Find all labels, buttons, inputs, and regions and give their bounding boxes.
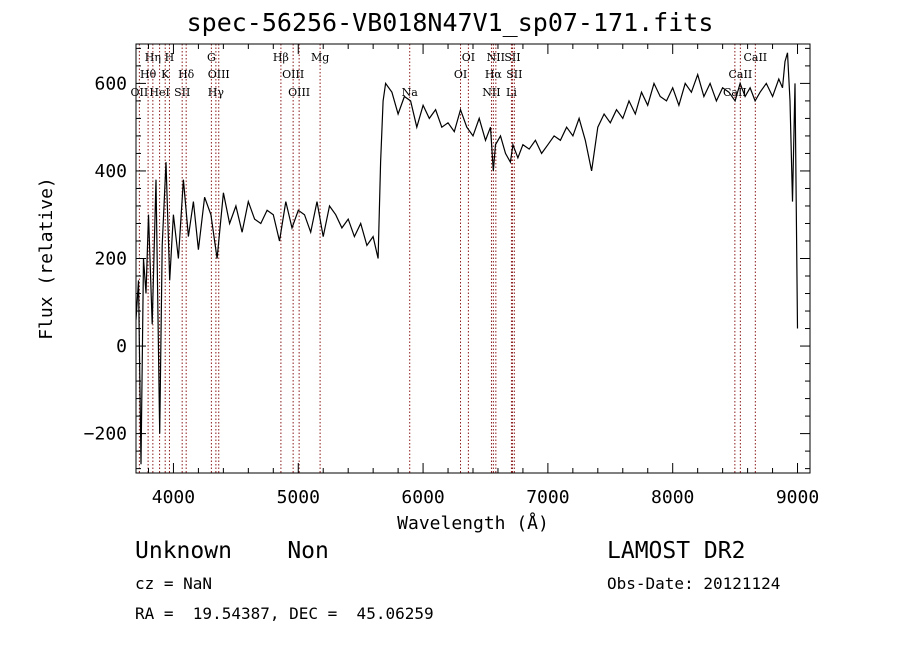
spectral-line-label: SII xyxy=(506,68,522,81)
spectral-line-label: OIII xyxy=(208,68,230,81)
y-tick-label: 0 xyxy=(116,336,127,357)
spectral-line-label: Mg xyxy=(311,51,329,64)
spectral-line-label: OII xyxy=(131,86,149,99)
spectral-line-label: G xyxy=(207,51,216,64)
x-tick-label: 5000 xyxy=(277,487,320,508)
x-tick-label: 7000 xyxy=(526,487,569,508)
classification-label: Unknown Non xyxy=(135,538,329,564)
spectral-line-label: CaII xyxy=(723,86,747,99)
spectral-line-label: Hθ xyxy=(140,68,157,81)
spectral-line-label: OIII xyxy=(282,68,304,81)
y-axis-label: Flux (relative) xyxy=(36,177,57,340)
x-tick-label: 9000 xyxy=(776,487,819,508)
spectral-line-label: Hδ xyxy=(178,68,195,81)
x-tick-label: 8000 xyxy=(651,487,694,508)
spectral-line-label: SII xyxy=(504,51,520,64)
x-tick-label: 4000 xyxy=(152,487,195,508)
spectral-line-label: OI xyxy=(462,51,475,64)
y-tick-label: 400 xyxy=(94,161,127,182)
x-tick-label: 6000 xyxy=(401,487,444,508)
spectral-line-label: Na xyxy=(402,86,419,99)
x-axis-label: Wavelength (Å) xyxy=(397,512,549,534)
spectral-line-label: SII xyxy=(174,86,190,99)
redshift-label: cz = NaN xyxy=(135,574,213,593)
spectral-line-label: Hγ xyxy=(208,86,225,99)
coordinates-label: RA = 19.54387, DEC = 45.06259 xyxy=(135,604,434,623)
y-tick-label: −200 xyxy=(84,424,127,445)
spectral-line-label: OIII xyxy=(288,86,310,99)
survey-label: LAMOST DR2 xyxy=(607,538,746,564)
spectral-line-label: NII xyxy=(482,86,500,99)
y-tick-label: 200 xyxy=(94,249,127,270)
obs-date-label: Obs-Date: 20121124 xyxy=(607,574,781,593)
chart-title: spec-56256-VB018N47V1_sp07-171.fits xyxy=(186,8,714,37)
spectral-line-label: CaII xyxy=(743,51,767,64)
spectral-line-label: Hα xyxy=(485,68,503,81)
spectral-line-label: OI xyxy=(454,68,467,81)
spectral-line-label: Hβ xyxy=(273,51,289,64)
spectral-line-label: H xyxy=(165,51,175,64)
plot-frame xyxy=(135,43,811,474)
spectral-line-label: Li xyxy=(506,86,517,99)
spectral-line-label: K xyxy=(161,68,170,81)
flux-series-line xyxy=(136,52,799,465)
spectral-line-label: CaII xyxy=(729,68,753,81)
spectral-line-label: NII xyxy=(487,51,505,64)
spectral-line-label: HeI xyxy=(149,86,169,99)
spectral-line-label: Hη xyxy=(145,51,161,64)
y-tick-label: 600 xyxy=(94,73,127,94)
